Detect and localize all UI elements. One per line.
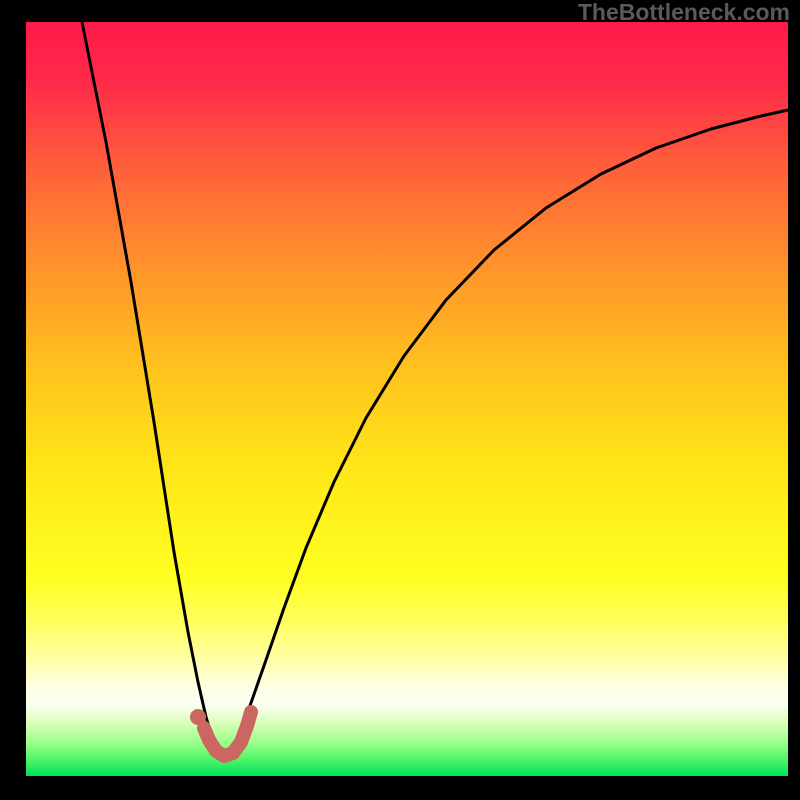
plot-area bbox=[0, 0, 800, 800]
optimal-point-dot bbox=[190, 709, 206, 725]
chart-frame: TheBottleneck.com bbox=[0, 0, 800, 800]
watermark-text: TheBottleneck.com bbox=[578, 0, 790, 26]
gradient-background bbox=[26, 22, 788, 776]
